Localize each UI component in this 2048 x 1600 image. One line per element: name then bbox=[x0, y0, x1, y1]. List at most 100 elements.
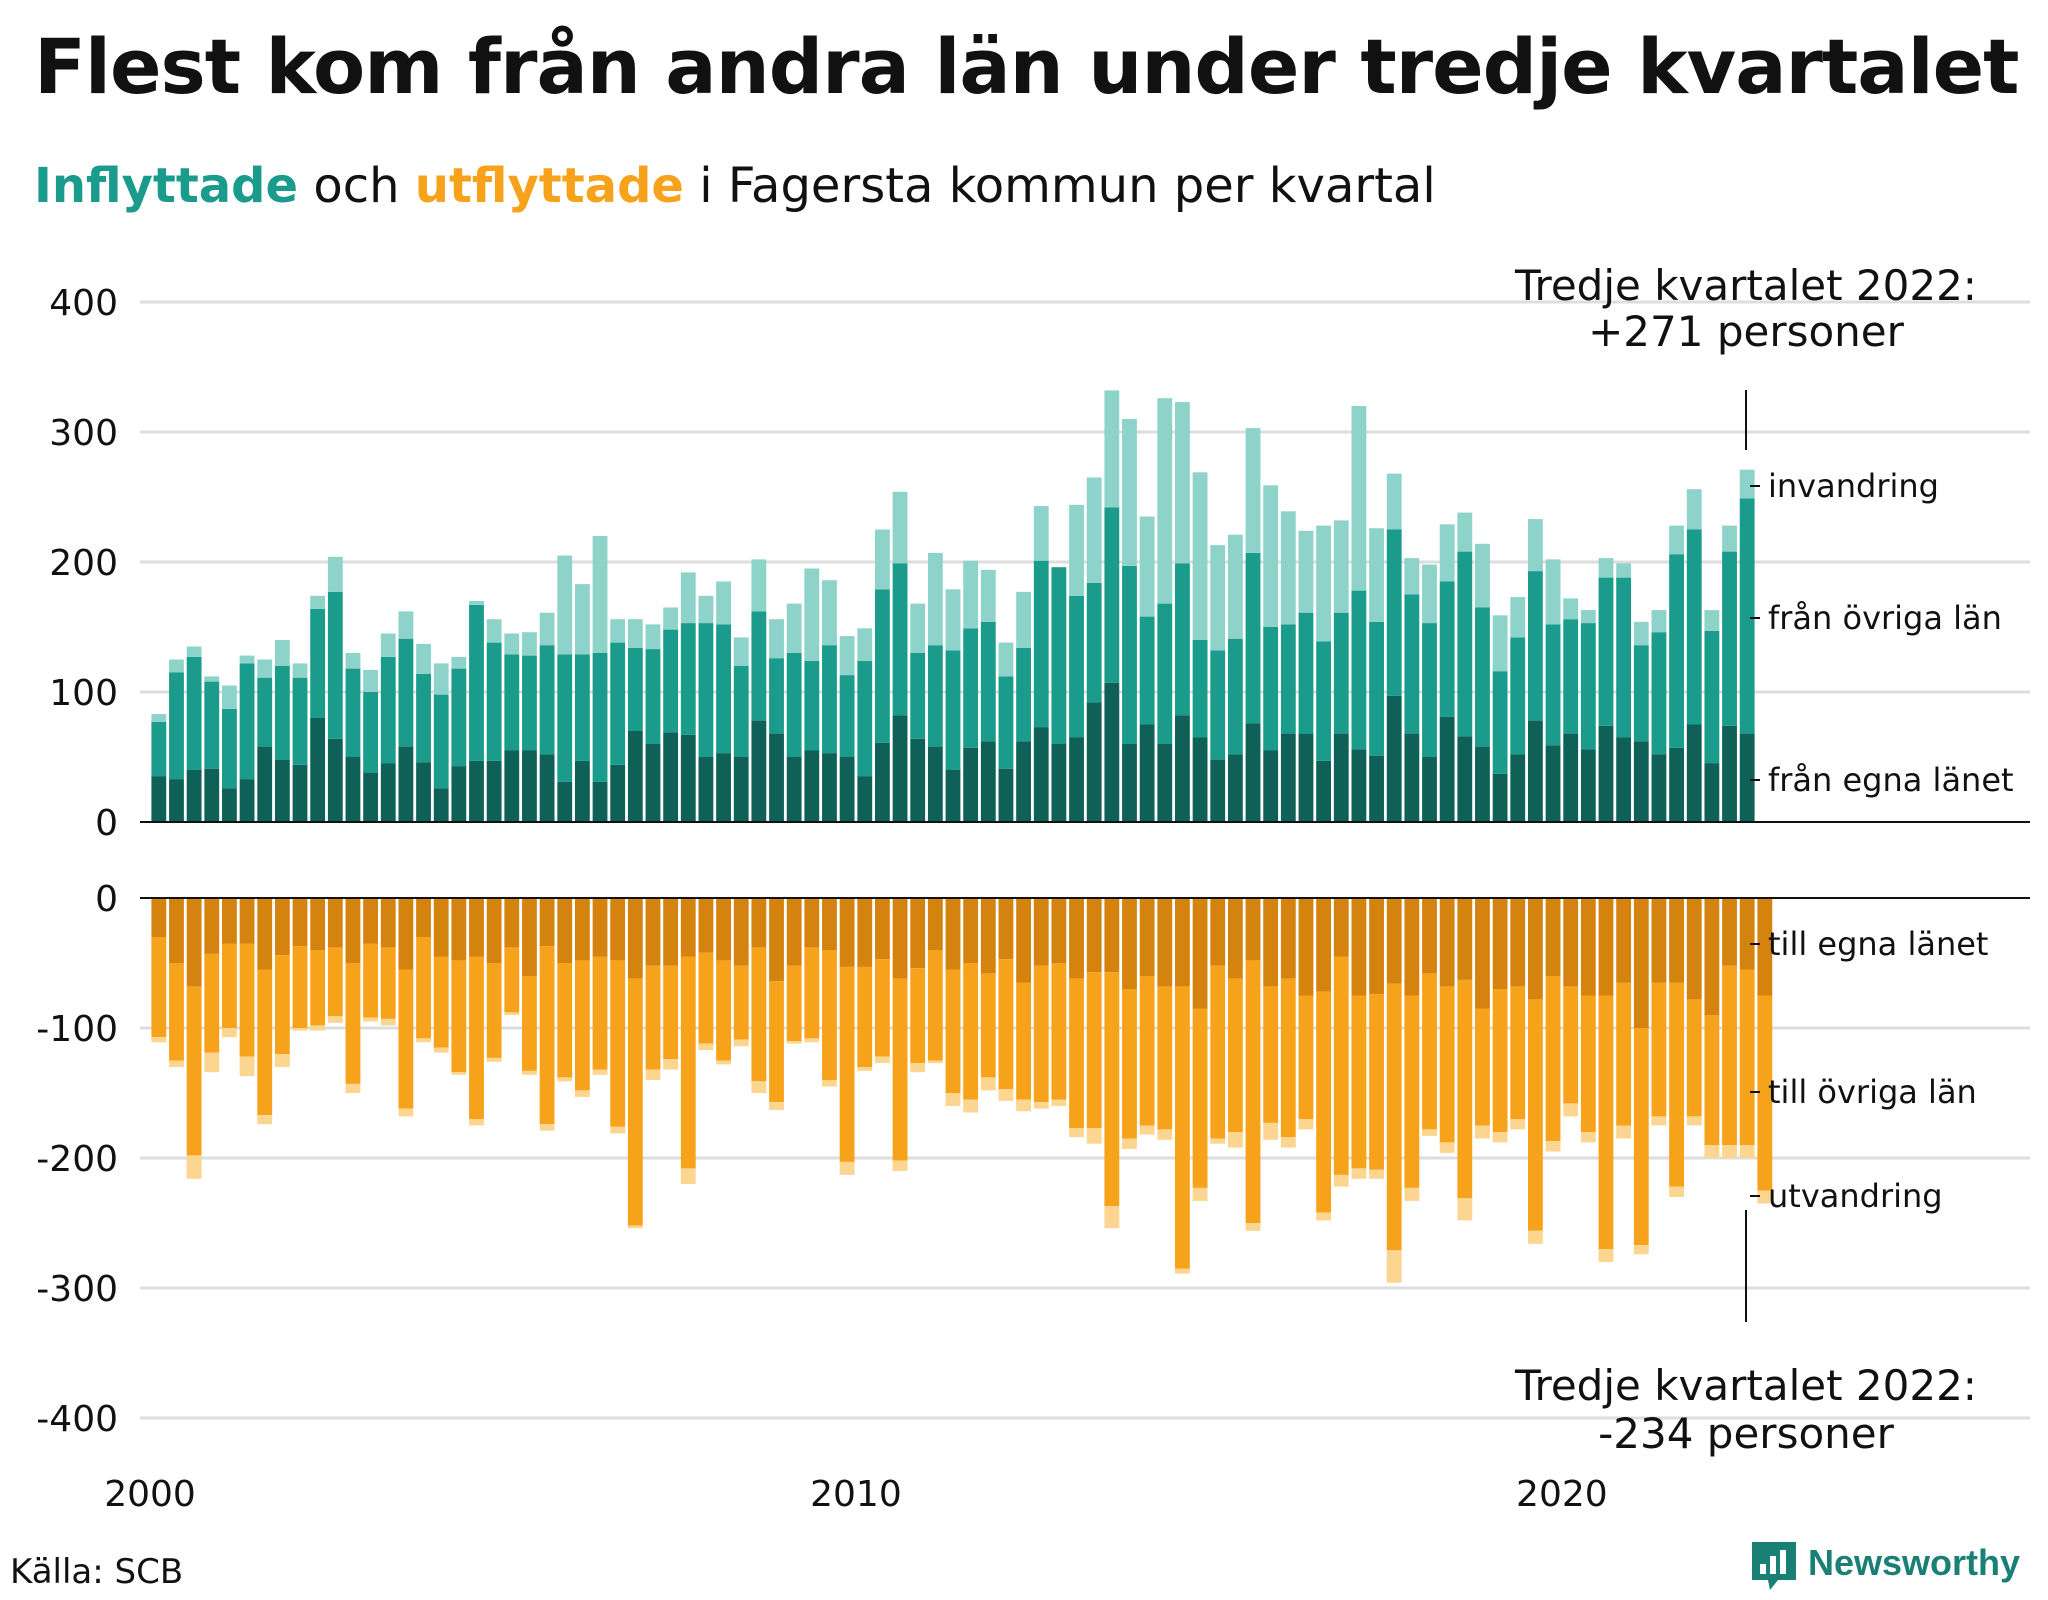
bar-till-egna-lanet bbox=[416, 898, 431, 937]
bar-fran-ovriga-lan bbox=[1545, 624, 1561, 746]
migration-chart: 0 100 200 300 400 0 -100 -200 -300 -400 invandring… bbox=[36, 261, 2030, 1515]
bar-fran-ovriga-lan bbox=[310, 608, 326, 718]
bar-fran-ovriga-lan bbox=[680, 623, 696, 735]
bar-utvandring bbox=[1104, 1206, 1120, 1229]
bar-till-ovriga-lan bbox=[592, 956, 608, 1070]
bar-invandring bbox=[1192, 472, 1208, 640]
bar-till-ovriga-lan bbox=[1033, 965, 1049, 1103]
bar-fran-ovriga-lan bbox=[874, 589, 890, 743]
bar-fran-egna-lanet bbox=[1510, 754, 1526, 822]
bar-invandring bbox=[557, 555, 573, 655]
bar-utvandring bbox=[310, 1025, 326, 1031]
bar-utvandring bbox=[274, 1054, 290, 1067]
bar-till-egna-lanet bbox=[1316, 898, 1332, 992]
bar-fran-egna-lanet bbox=[1351, 749, 1367, 822]
bar-till-ovriga-lan bbox=[398, 969, 414, 1109]
bar-fran-ovriga-lan bbox=[998, 676, 1014, 769]
bar-fran-egna-lanet bbox=[1316, 760, 1332, 822]
annotation-bottom-line1: Tredje kvartalet 2022: bbox=[1514, 1361, 1977, 1410]
bar-fran-ovriga-lan bbox=[539, 645, 555, 755]
bar-till-ovriga-lan bbox=[1439, 986, 1455, 1143]
bar-till-ovriga-lan bbox=[945, 969, 961, 1093]
bar-fran-egna-lanet bbox=[1439, 716, 1455, 822]
bar-till-ovriga-lan bbox=[1104, 972, 1120, 1207]
bar-invandring bbox=[1227, 534, 1243, 639]
bar-invandring bbox=[257, 659, 273, 678]
bar-invandring bbox=[1280, 511, 1296, 625]
bar-utvandring bbox=[1333, 1174, 1349, 1187]
bar-fran-egna-lanet bbox=[610, 764, 626, 822]
bar-till-egna-lanet bbox=[1598, 898, 1614, 996]
bar-fran-ovriga-lan bbox=[204, 681, 220, 769]
bar-invandring bbox=[1086, 477, 1102, 583]
bar-till-egna-lanet bbox=[874, 898, 890, 960]
bar-fran-ovriga-lan bbox=[1192, 640, 1208, 738]
bar-fran-egna-lanet bbox=[1069, 737, 1084, 822]
bar-till-egna-lanet bbox=[398, 898, 414, 970]
bar-invandring bbox=[327, 556, 343, 592]
bar-till-egna-lanet bbox=[539, 898, 555, 947]
annotation-top-line2: +271 personer bbox=[1588, 307, 1905, 356]
bar-till-ovriga-lan bbox=[310, 950, 326, 1026]
bar-till-ovriga-lan bbox=[239, 943, 255, 1057]
bar-invandring bbox=[363, 669, 379, 692]
bar-utvandring bbox=[451, 1072, 467, 1075]
bar-till-ovriga-lan bbox=[469, 956, 484, 1119]
bar-utvandring bbox=[1616, 1125, 1632, 1139]
bar-invandring bbox=[1563, 598, 1579, 620]
bar-invandring bbox=[1016, 591, 1032, 648]
bar-utvandring bbox=[1510, 1119, 1526, 1130]
bar-fran-ovriga-lan bbox=[804, 660, 820, 751]
bar-utvandring bbox=[680, 1168, 696, 1184]
bar-fran-egna-lanet bbox=[363, 772, 379, 822]
bar-till-ovriga-lan bbox=[1651, 982, 1667, 1117]
bar-utvandring bbox=[398, 1108, 414, 1117]
bar-invandring bbox=[522, 632, 537, 656]
bar-invandring bbox=[239, 655, 255, 664]
bar-till-egna-lanet bbox=[963, 898, 979, 963]
bar-fran-ovriga-lan bbox=[257, 677, 273, 747]
bar-fran-egna-lanet bbox=[1016, 741, 1032, 822]
bar-invandring bbox=[1157, 398, 1173, 604]
bar-till-ovriga-lan bbox=[1739, 969, 1755, 1145]
bar-till-ovriga-lan bbox=[451, 960, 467, 1073]
bar-invandring bbox=[1739, 469, 1755, 499]
bar-fran-egna-lanet bbox=[1122, 744, 1137, 822]
bar-till-egna-lanet bbox=[804, 898, 820, 948]
bar-fran-ovriga-lan bbox=[1175, 563, 1190, 716]
bar-till-egna-lanet bbox=[380, 898, 396, 948]
bar-fran-ovriga-lan bbox=[1439, 581, 1455, 717]
bar-fran-egna-lanet bbox=[1404, 733, 1420, 822]
bar-till-ovriga-lan bbox=[874, 959, 890, 1057]
subtitle-in-label: Inflyttade bbox=[34, 158, 299, 214]
bar-till-egna-lanet bbox=[522, 898, 537, 976]
bar-till-ovriga-lan bbox=[1139, 976, 1155, 1126]
bar-till-egna-lanet bbox=[557, 898, 573, 963]
subtitle-out-label: utflyttade bbox=[414, 158, 684, 214]
bar-till-egna-lanet bbox=[1157, 898, 1173, 987]
bar-invandring bbox=[1686, 489, 1702, 530]
bar-fran-egna-lanet bbox=[1369, 755, 1384, 822]
bar-till-egna-lanet bbox=[592, 898, 608, 957]
bar-till-ovriga-lan bbox=[822, 950, 837, 1080]
bar-fran-ovriga-lan bbox=[1669, 554, 1684, 748]
bar-fran-egna-lanet bbox=[874, 742, 890, 822]
bar-invandring bbox=[1669, 525, 1684, 555]
bar-fran-ovriga-lan bbox=[239, 663, 255, 780]
bar-fran-egna-lanet bbox=[292, 764, 308, 822]
bar-till-ovriga-lan bbox=[557, 963, 573, 1078]
bar-invandring bbox=[645, 624, 661, 650]
bar-utvandring bbox=[504, 1012, 520, 1015]
bar-till-ovriga-lan bbox=[1051, 963, 1067, 1100]
bar-till-ovriga-lan bbox=[345, 963, 361, 1084]
bar-utvandring bbox=[574, 1090, 590, 1097]
bar-till-ovriga-lan bbox=[1333, 956, 1349, 1175]
bar-fran-egna-lanet bbox=[1051, 744, 1067, 822]
bar-till-egna-lanet bbox=[1422, 898, 1437, 974]
bar-fran-egna-lanet bbox=[698, 757, 714, 822]
bar-till-ovriga-lan bbox=[416, 937, 431, 1039]
bar-invandring bbox=[380, 633, 396, 657]
bar-invandring bbox=[874, 529, 890, 590]
bar-fran-ovriga-lan bbox=[769, 658, 784, 734]
bar-fran-ovriga-lan bbox=[716, 624, 731, 754]
